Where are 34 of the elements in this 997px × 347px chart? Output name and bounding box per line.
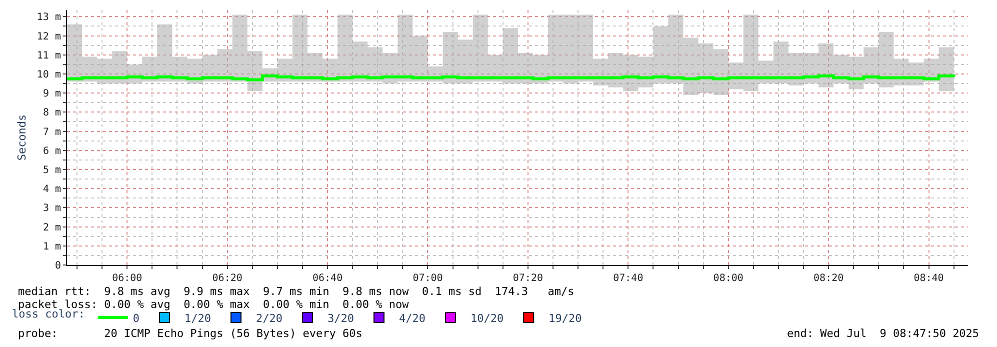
x-tick-label: 06:00 [112,273,142,284]
y-tick-label: 13 m [36,12,61,24]
y-tick-label: 10 m [36,69,61,80]
x-tick-label: 06:20 [212,273,242,284]
legend-label: 1/20 [184,312,211,325]
y-tick-label: 1 m [42,241,61,252]
y-axis-title: Seconds [16,114,29,161]
legend-label: 19/20 [548,312,582,325]
y-tick-label: 5 m [42,164,61,176]
x-tick-label: 07:20 [512,273,543,284]
legend-label: 2/20 [256,312,282,325]
legend-label: 3/20 [327,312,354,325]
text: end: Wed Jul 9 08:47:50 2025 [787,327,980,340]
legend-label: 0 [132,312,140,325]
y-tick-label: 0 [54,260,61,272]
y-tick-label: 3 m [42,203,61,214]
y-tick-label: 11 m [36,50,61,62]
x-tick-label: 07:40 [613,273,644,284]
y-tick-label: 9 m [42,88,61,100]
y-tick-label: 4 m [42,184,61,196]
legend-label: 4/20 [398,312,426,325]
y-tick-label: 7 m [42,126,61,138]
x-tick-label: 08:00 [713,273,744,284]
x-tick-label: 06:40 [312,273,343,284]
y-tick-label: 8 m [42,108,61,119]
text: probe: 20 ICMP Echo Pings (56 Bytes) every 60s [18,327,362,340]
y-tick-label: 2 m [42,222,61,234]
y-tick-label: 6 m [42,146,61,157]
x-tick-label: 08:20 [813,273,844,284]
text: median rtt: 9.8 ms avg 9.9 ms max 9.7 ms min 9.8 ms now 0.1 ms sd 174.3 am/s [18,285,574,298]
x-tick-label: 08:40 [914,273,944,284]
y-tick-label: 12 m [36,31,61,42]
legend-label: 10/20 [470,312,504,325]
x-tick-label: 07:00 [412,273,443,284]
